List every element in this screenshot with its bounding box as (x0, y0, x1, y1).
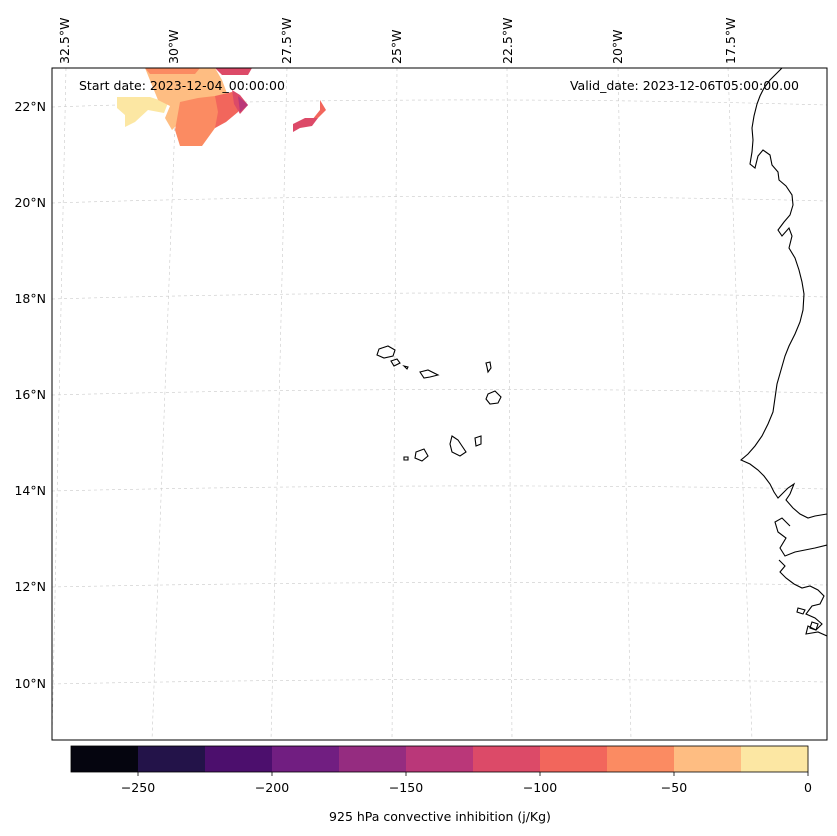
lon-tick-labels: 32.5°W 30°W 27.5°W 25°W 22.5°W 20°W 17.5… (57, 18, 738, 64)
lat-tick-16n: 16°N (14, 387, 46, 402)
lon-tick-27-5w: 27.5°W (279, 18, 294, 64)
meridian-22-5w (506, 68, 513, 740)
parallel-12n (52, 582, 827, 588)
colorbar-swatch-2 (205, 746, 273, 772)
cin-field (117, 68, 326, 146)
colorbar: −250 −200 −150 −100 −50 0 925 hPa convec… (70, 745, 812, 824)
colorbar-swatch-10 (741, 746, 809, 772)
cin-patch-small-pink (293, 118, 318, 132)
lat-tick-10n: 10°N (14, 676, 46, 691)
cb-tick-250: −250 (121, 780, 155, 795)
island-santa-luzia (402, 364, 409, 370)
lat-tick-14n: 14°N (14, 483, 46, 498)
colorbar-label: 925 hPa convective inhibition (j/Kg) (329, 809, 551, 824)
lat-tick-20n: 20°N (14, 195, 46, 210)
island-brava (403, 456, 409, 461)
senegambia-inlets (774, 517, 827, 557)
map-frame (51, 67, 828, 741)
lon-tick-20w: 20°W (610, 29, 625, 64)
guinea-bissau-islands (796, 607, 819, 631)
island-fogo (414, 448, 429, 462)
colorbar-tick-marks (137, 772, 809, 776)
parallel-16n (52, 389, 827, 396)
colorbar-swatch-0 (71, 746, 139, 772)
lat-tick-labels: 22°N 20°N 18°N 16°N 14°N 12°N 10°N (14, 99, 46, 691)
cb-tick-0: 0 (804, 780, 812, 795)
colorbar-swatch-8 (607, 746, 675, 772)
meridian-20w (617, 68, 632, 740)
cin-patch-light-orange (145, 68, 228, 130)
cb-tick-50: −50 (661, 780, 687, 795)
parallel-18n (52, 292, 827, 300)
colorbar-tick-labels: −250 −200 −150 −100 −50 0 (121, 780, 812, 795)
colorbar-swatch-1 (138, 746, 206, 772)
colorbar-swatch-6 (473, 746, 541, 772)
island-boa-vista (485, 390, 502, 405)
parallel-14n (52, 485, 827, 492)
meridian-27-5w (270, 68, 288, 740)
cin-patch-magenta (238, 96, 248, 112)
colorbar-swatches (71, 746, 809, 772)
valid-date-label: Valid_date: 2023-12-06T05:00:00.00 (570, 78, 799, 93)
coastlines (376, 68, 827, 637)
cb-tick-100: −100 (523, 780, 557, 795)
cb-tick-200: −200 (255, 780, 289, 795)
colorbar-swatch-4 (339, 746, 407, 772)
cb-tick-150: −150 (389, 780, 423, 795)
island-santo-antao (376, 345, 396, 359)
lat-tick-12n: 12°N (14, 579, 46, 594)
colorbar-swatch-3 (272, 746, 340, 772)
cin-patch-small-coral (312, 100, 326, 120)
map-panel: Start date: 2023-12-04_00:00:00 Valid_da… (14, 18, 828, 741)
meridian-25w (391, 68, 398, 740)
island-santiago (449, 435, 467, 457)
lon-tick-17-5w: 17.5°W (723, 18, 738, 64)
colorbar-frame (70, 745, 809, 773)
island-sao-nicolau (419, 369, 440, 379)
gridlines (52, 68, 827, 740)
cin-patch-top-strip-left (145, 68, 200, 74)
lon-tick-22-5w: 22.5°W (500, 18, 515, 64)
parallel-10n (52, 679, 827, 685)
lon-tick-25w: 25°W (389, 29, 404, 64)
start-date-label: Start date: 2023-12-04_00:00:00 (79, 78, 285, 93)
parallel-20n (52, 196, 827, 204)
west-africa-coastline (739, 68, 827, 519)
colorbar-swatch-5 (406, 746, 474, 772)
island-maio (474, 435, 482, 447)
island-sal (485, 361, 492, 374)
cin-patch-bright (117, 97, 168, 127)
island-sao-vicente (390, 358, 401, 367)
lon-tick-30w: 30°W (166, 29, 181, 64)
cin-patch-top-strip (215, 68, 252, 75)
map-background (52, 68, 827, 740)
lat-tick-18n: 18°N (14, 291, 46, 306)
meridian-17-5w (727, 68, 753, 740)
colorbar-swatch-7 (540, 746, 608, 772)
meridian-30w (151, 68, 178, 740)
guinea-bissau-coast (778, 559, 827, 637)
colorbar-swatch-9 (674, 746, 742, 772)
meridian-32-5w (52, 68, 67, 740)
lat-tick-22n: 22°N (14, 99, 46, 114)
lon-tick-32-5w: 32.5°W (57, 18, 72, 64)
